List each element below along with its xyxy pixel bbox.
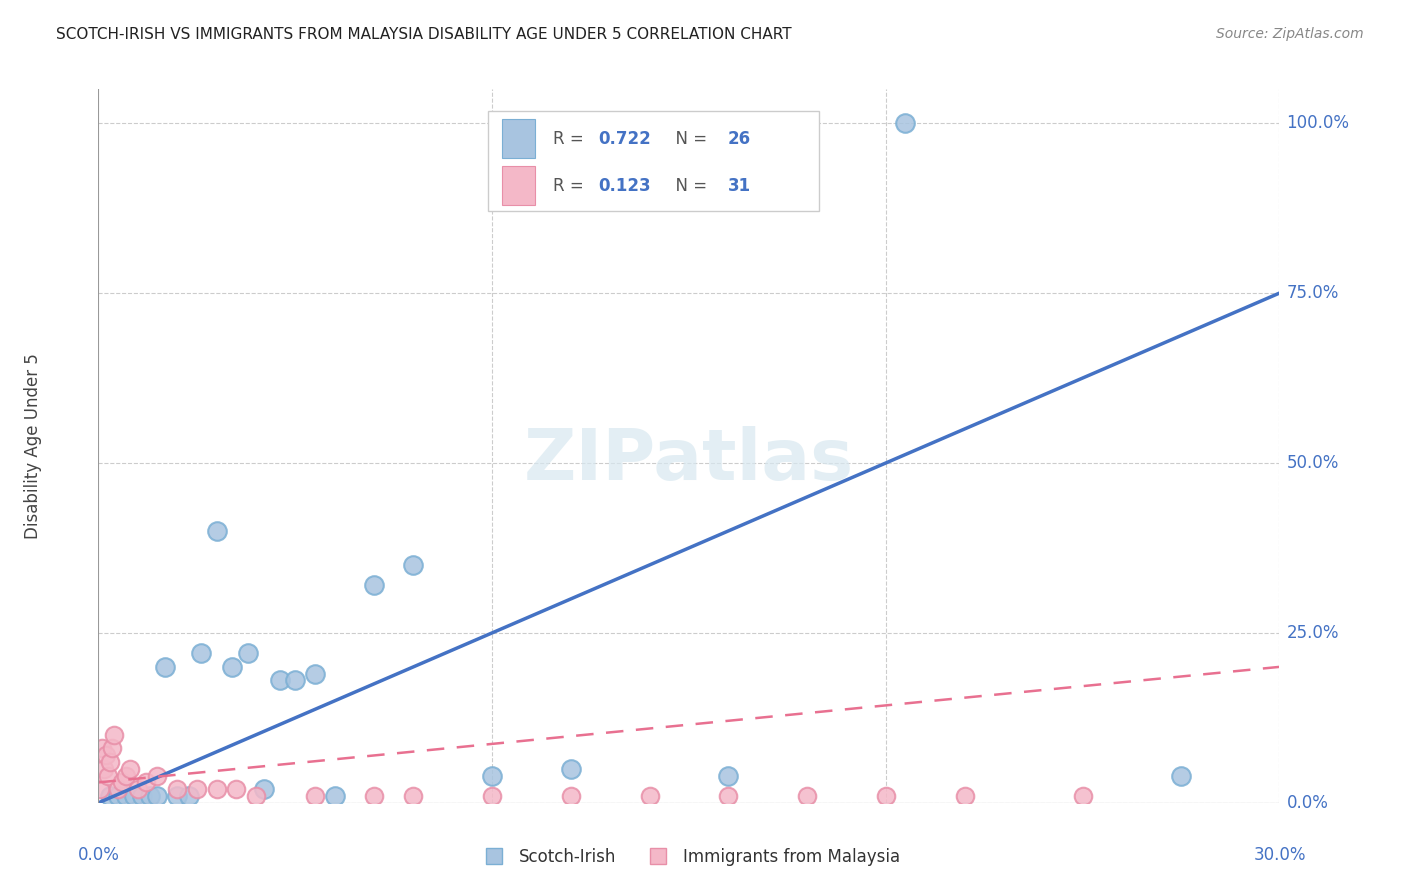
- Point: [103, 728, 125, 742]
- Legend: Scotch-Irish, Immigrants from Malaysia: Scotch-Irish, Immigrants from Malaysia: [471, 842, 907, 873]
- Point: [115, 789, 138, 803]
- Point: [101, 741, 124, 756]
- Point: [91, 741, 114, 756]
- Text: Disability Age Under 5: Disability Age Under 5: [24, 353, 42, 539]
- Point: [98, 755, 121, 769]
- Point: [875, 789, 897, 803]
- Text: 25.0%: 25.0%: [1286, 624, 1339, 642]
- Point: [363, 789, 385, 803]
- Point: [155, 660, 177, 674]
- Point: [115, 769, 138, 783]
- Point: [953, 789, 976, 803]
- Point: [127, 782, 149, 797]
- Point: [221, 660, 243, 674]
- Point: [96, 748, 118, 763]
- Point: [402, 558, 425, 572]
- Point: [560, 789, 582, 803]
- Text: 26: 26: [728, 129, 751, 147]
- Point: [205, 524, 228, 538]
- Point: [481, 789, 503, 803]
- Point: [304, 666, 326, 681]
- Point: [107, 789, 129, 803]
- Point: [146, 789, 169, 803]
- Point: [481, 769, 503, 783]
- Point: [796, 789, 818, 803]
- Point: [98, 789, 121, 803]
- Point: [236, 646, 259, 660]
- Point: [205, 782, 228, 797]
- Text: 31: 31: [728, 177, 751, 194]
- Point: [245, 789, 267, 803]
- Point: [323, 789, 346, 803]
- FancyBboxPatch shape: [488, 111, 818, 211]
- Text: 0.123: 0.123: [598, 177, 651, 194]
- Point: [284, 673, 307, 688]
- Text: 75.0%: 75.0%: [1286, 284, 1339, 302]
- Point: [135, 775, 157, 789]
- Point: [304, 789, 326, 803]
- Point: [190, 646, 212, 660]
- Text: R =: R =: [553, 129, 589, 147]
- Bar: [502, 166, 536, 205]
- Text: 50.0%: 50.0%: [1286, 454, 1339, 472]
- Point: [402, 789, 425, 803]
- Text: R =: R =: [553, 177, 589, 194]
- Point: [560, 762, 582, 776]
- Point: [717, 769, 740, 783]
- Text: SCOTCH-IRISH VS IMMIGRANTS FROM MALAYSIA DISABILITY AGE UNDER 5 CORRELATION CHAR: SCOTCH-IRISH VS IMMIGRANTS FROM MALAYSIA…: [56, 27, 792, 42]
- Point: [97, 769, 120, 783]
- Point: [138, 789, 160, 803]
- Point: [118, 762, 141, 776]
- Point: [717, 789, 740, 803]
- Point: [146, 769, 169, 783]
- Point: [131, 789, 153, 803]
- Text: 0.0%: 0.0%: [77, 846, 120, 863]
- Point: [89, 782, 111, 797]
- Point: [122, 789, 145, 803]
- Point: [225, 782, 247, 797]
- Point: [107, 782, 129, 797]
- Point: [1170, 769, 1192, 783]
- Point: [363, 578, 385, 592]
- Text: ZIPatlas: ZIPatlas: [524, 425, 853, 495]
- Point: [186, 782, 208, 797]
- Point: [177, 789, 200, 803]
- Text: N =: N =: [665, 177, 713, 194]
- Text: N =: N =: [665, 129, 713, 147]
- Point: [166, 782, 188, 797]
- Text: 0.722: 0.722: [598, 129, 651, 147]
- Text: Source: ZipAtlas.com: Source: ZipAtlas.com: [1216, 27, 1364, 41]
- Point: [1071, 789, 1094, 803]
- Point: [253, 782, 276, 797]
- Point: [894, 116, 917, 130]
- Point: [166, 789, 188, 803]
- Point: [269, 673, 291, 688]
- Point: [93, 762, 115, 776]
- Bar: [502, 119, 536, 158]
- Point: [111, 775, 134, 789]
- Text: 0.0%: 0.0%: [1286, 794, 1329, 812]
- Point: [638, 789, 661, 803]
- Text: 30.0%: 30.0%: [1253, 846, 1306, 863]
- Text: 100.0%: 100.0%: [1286, 114, 1350, 132]
